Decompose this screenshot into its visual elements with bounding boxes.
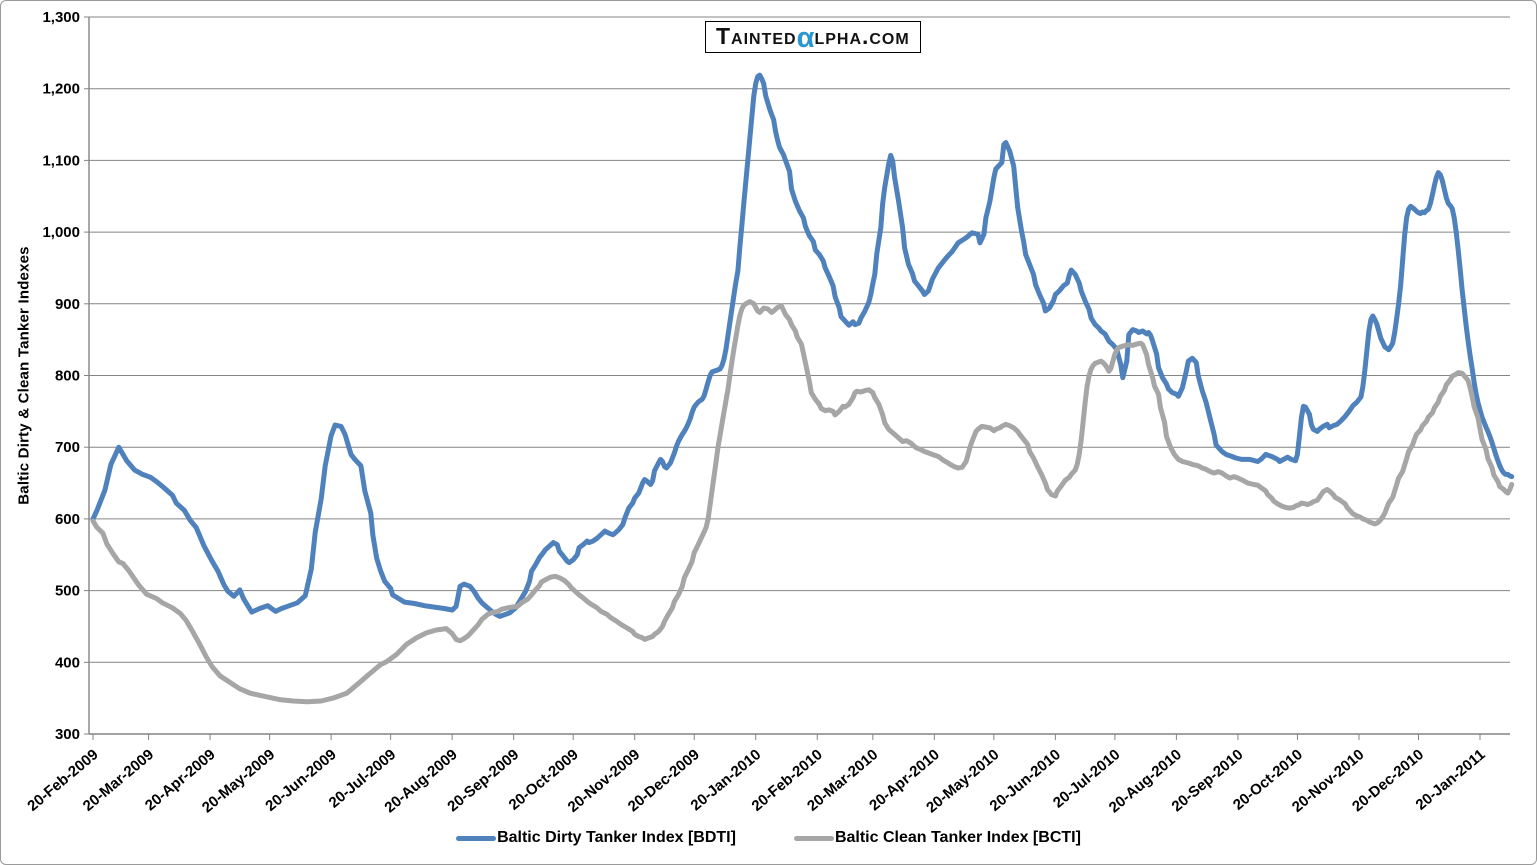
logo-text-tainted: Tainted [716, 23, 797, 49]
legend-label-bdti: Baltic Dirty Tanker Index [BDTI] [497, 829, 736, 846]
bdti-series-line [90, 72, 1515, 619]
y-axis-tick-label: 1,300 [42, 9, 80, 26]
logo-alpha-glyph: α [796, 22, 815, 54]
y-axis-tick-label: 300 [55, 726, 80, 743]
y-axis-tick-label: 900 [55, 296, 80, 313]
y-axis-tick-label: 500 [55, 583, 80, 600]
legend-label-bcti: Baltic Clean Tanker Index [BCTI] [834, 829, 1081, 846]
bdti-line-swatch [456, 835, 497, 841]
y-axis-tick-label: 1,100 [42, 152, 80, 169]
y-axis-tick-label: 700 [55, 439, 80, 456]
legend-item-bdti: Baltic Dirty Tanker Index [BDTI] [456, 829, 736, 847]
bcti-line-swatch [793, 835, 834, 841]
y-axis-tick-label: 400 [55, 654, 80, 671]
y-axis-tick-label: 600 [55, 511, 80, 528]
logo: Taintedαlpha.com [705, 21, 921, 53]
bcti-series-line [90, 299, 1515, 705]
legend-item-bcti: Baltic Clean Tanker Index [BCTI] [793, 829, 1081, 847]
y-axis-tick-label: 1,000 [42, 224, 80, 241]
y-axis-tick-label: 1,200 [42, 81, 80, 98]
y-axis-tick-label: 800 [55, 368, 80, 385]
y-axis-title: Baltic Dirty & Clean Tanker Indexes [15, 246, 33, 505]
logo-text-lphacom: lpha.com [814, 23, 910, 49]
legend: Baltic Dirty Tanker Index [BDTI] Baltic … [1, 829, 1536, 847]
